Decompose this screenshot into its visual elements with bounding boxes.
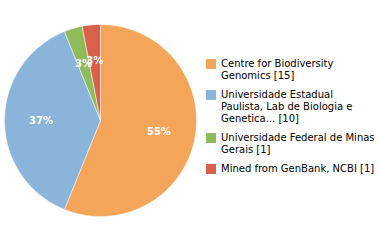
- html-text:Universidade Estadual Paulista: Universidade Estadual Paulista, Lab de B…: [221, 89, 353, 124]
- html-text:Centre for Biodiversity Genomi: Centre for Biodiversity Genomics [15]: [221, 58, 334, 81]
- svg-text:37%: 37%: [29, 115, 53, 126]
- svg-text:55%: 55%: [147, 126, 171, 137]
- svg-text:3%: 3%: [75, 57, 93, 69]
- svg-text:3%: 3%: [86, 55, 103, 66]
- html-text:Universidade Federal de Minas: Universidade Federal de Minas Gerais [1]: [221, 132, 375, 155]
- html-text:Mined from GenBank, NCBI [1]: Mined from GenBank, NCBI [1]: [221, 163, 375, 174]
